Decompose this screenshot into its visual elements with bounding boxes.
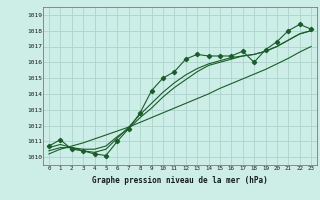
X-axis label: Graphe pression niveau de la mer (hPa): Graphe pression niveau de la mer (hPa) — [92, 176, 268, 185]
